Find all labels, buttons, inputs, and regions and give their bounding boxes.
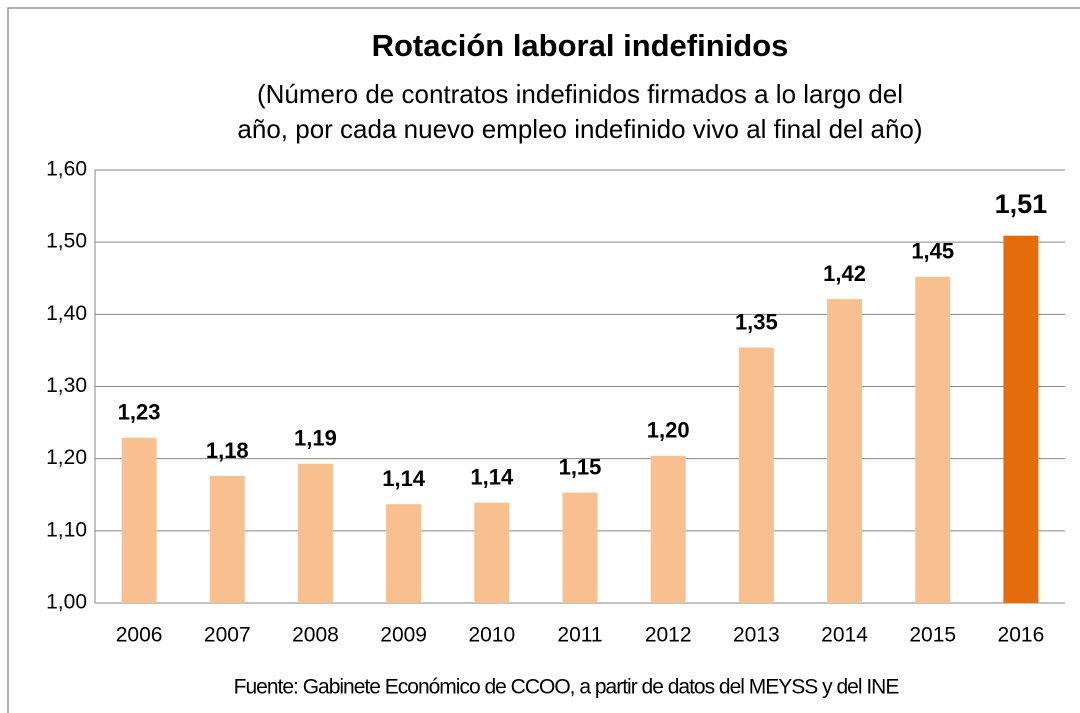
- bar: [915, 276, 951, 603]
- bar: [209, 475, 245, 603]
- bar: [121, 437, 157, 603]
- x-tick-label: 2016: [998, 624, 1045, 647]
- y-tick-label: 1,00: [46, 591, 87, 614]
- x-tick-label: 2006: [116, 624, 163, 647]
- bar: [738, 347, 774, 603]
- chart-frame: [7, 7, 1080, 713]
- data-label: 1,14: [382, 466, 426, 491]
- y-tick-label: 1,10: [46, 518, 87, 541]
- data-label: 1,51: [995, 189, 1048, 219]
- bar: [386, 504, 422, 603]
- bar: [650, 455, 686, 603]
- x-tick-label: 2010: [468, 624, 515, 647]
- bar: [562, 492, 598, 603]
- y-tick-label: 1,40: [46, 302, 87, 325]
- data-label: 1,15: [559, 454, 602, 479]
- data-label: 1,42: [823, 261, 866, 286]
- x-tick-label: 2008: [292, 624, 339, 647]
- bar: [297, 463, 333, 603]
- data-label: 1,35: [735, 309, 778, 334]
- data-label: 1,14: [470, 465, 514, 490]
- chart-title: Rotación laboral indefinidos: [372, 28, 789, 63]
- bar: [1003, 235, 1039, 603]
- y-tick-label: 1,50: [46, 230, 87, 253]
- source-note: Fuente: Gabinete Económico de CCOO, a pa…: [234, 676, 900, 699]
- x-tick-label: 2011: [557, 624, 602, 647]
- x-tick-label: 2007: [204, 624, 251, 647]
- chart-subtitle: año, por cada nuevo empleo indefinido vi…: [237, 114, 922, 144]
- bar: [827, 299, 863, 603]
- bar: [474, 502, 510, 603]
- x-tick-label: 2009: [380, 624, 427, 647]
- x-tick-label: 2012: [645, 624, 692, 647]
- x-tick-label: 2015: [909, 624, 956, 647]
- data-label: 1,45: [911, 239, 954, 264]
- y-tick-label: 1,30: [46, 374, 87, 397]
- y-tick-label: 1,20: [46, 446, 87, 469]
- data-label: 1,20: [647, 418, 690, 443]
- x-tick-label: 2014: [821, 624, 868, 647]
- data-label: 1,19: [294, 426, 337, 451]
- data-label: 1,23: [118, 400, 161, 425]
- y-tick-label: 1,60: [46, 158, 87, 181]
- x-tick-label: 2013: [733, 624, 780, 647]
- chart-subtitle: (Número de contratos indefinidos firmado…: [257, 79, 903, 109]
- data-label: 1,18: [206, 438, 249, 463]
